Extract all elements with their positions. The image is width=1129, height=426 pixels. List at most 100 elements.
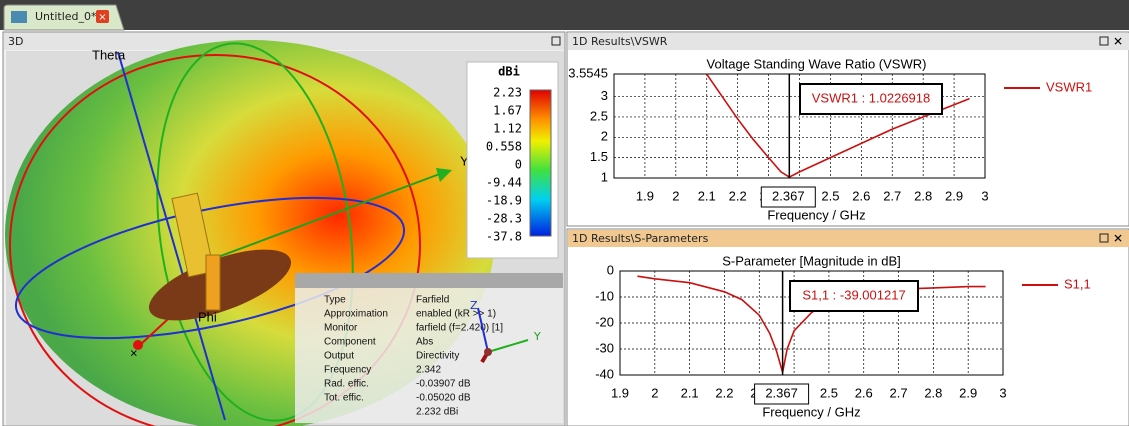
axis-label: Phi (198, 309, 217, 324)
info-key: Tot. effic. (324, 393, 364, 404)
tab-close[interactable] (96, 10, 109, 23)
panel-title: 1D Results\S-Parameters (572, 232, 709, 245)
triad-label: Y (533, 330, 541, 343)
x-tick-label: 2.1 (698, 188, 716, 203)
maximize[interactable] (1099, 233, 1109, 243)
panel-title-bar (4, 33, 564, 50)
info-value: 2.232 dBi (416, 407, 458, 418)
y-tick-label: 0 (607, 262, 614, 277)
x-tick-label: 2.9 (945, 188, 963, 203)
y-tick-label: 3.5545 (568, 65, 608, 80)
x-tick-label: 2.8 (924, 385, 942, 400)
info-value: farfield (f=2.420) [1] (416, 323, 503, 334)
circle (9, 54, 421, 426)
info-key: Frequency (324, 365, 371, 376)
marker-x-box (754, 383, 810, 405)
info-value: -0.03907 dB (416, 379, 471, 390)
triad-label: Z (470, 299, 478, 312)
info-panel (295, 273, 563, 423)
colorbar-ticks: 2.23 1.67 1.12 0.558 0 -9.44 -18.9 -28.3 -37.8 (486, 86, 522, 244)
legend-label: VSWR1 (1046, 79, 1092, 94)
marker-label: S1,1 : -39.001217 (802, 287, 905, 302)
marker-label: VSWR1 : 1.0226918 (812, 90, 931, 105)
series-line (706, 73, 970, 178)
colorbar-label: -28.3 (486, 212, 522, 226)
info-value: enabled (kR >> 1) (416, 309, 496, 320)
tab-bar (0, 0, 1129, 30)
panel-title: 3D (8, 35, 23, 48)
marker-box (789, 280, 919, 312)
close-glyph: × (98, 12, 106, 23)
y-tick-label: -20 (595, 314, 614, 329)
info-value: Farfield (416, 295, 449, 306)
y-tick-label: -10 (595, 288, 614, 303)
colorbar-label: 0 (515, 158, 522, 172)
x-axis-label: Frequency / GHz (762, 404, 860, 419)
colorbar-label: -18.9 (486, 194, 522, 208)
info-value: 2.342 (416, 365, 441, 376)
info-header (295, 273, 563, 288)
triad-y (487, 339, 529, 353)
tab-title: Untitled_0* (35, 10, 97, 23)
info-key: Approximation (324, 309, 388, 320)
x-tick-label: 2 (672, 188, 679, 203)
info-value: -0.05020 dB (416, 393, 471, 404)
info-key: Rad. effic. (324, 379, 369, 390)
x-tick-label: 2.2 (715, 385, 733, 400)
x-tick-label: 3 (981, 188, 988, 203)
y-tick-label: 2.5 (590, 108, 608, 123)
triad-origin (484, 348, 492, 356)
x-tick-label: 3 (999, 385, 1006, 400)
colorbar-label: 0.558 (486, 140, 522, 154)
axis-label: × (130, 345, 138, 360)
x-tick-label: 2.1 (681, 385, 699, 400)
info-key: Type (324, 295, 346, 306)
y-tick-label: 3 (601, 88, 608, 103)
y-tick-label: 1 (601, 169, 608, 184)
feed (205, 254, 221, 311)
arrow (133, 340, 143, 350)
info-key: Component (324, 337, 376, 348)
y-tick-label: -40 (595, 366, 614, 381)
x-tick-label: 1.9 (611, 385, 629, 400)
panel-title: 1D Results\VSWR (572, 35, 668, 48)
y-tick-label: 2 (601, 129, 608, 144)
close[interactable]: ✕ (1113, 35, 1123, 49)
x-tick-label: 2 (651, 385, 658, 400)
tab[interactable] (3, 4, 125, 31)
info-key: Monitor (324, 323, 358, 334)
x-tick-label: 2.2 (729, 188, 747, 203)
colorbar-label: -9.44 (486, 176, 522, 190)
maximize[interactable] (551, 36, 561, 46)
panel-title-bar (568, 230, 1129, 247)
info-rows: Type Approximation Monitor Component Output F… (324, 295, 503, 418)
marker-x-label: 2.367 (765, 385, 798, 400)
x-tick-label: 2.9 (959, 385, 977, 400)
colorbar-label: 1.67 (493, 104, 522, 118)
close[interactable]: ✕ (1113, 232, 1123, 246)
colorbar-label: -37.8 (486, 230, 522, 244)
panel-title-bar (568, 33, 1129, 50)
marker-x-label: 2.367 (772, 188, 805, 203)
marker-x-box (760, 186, 816, 208)
maximize[interactable] (1099, 36, 1109, 46)
colorbar-label: 1.12 (493, 122, 522, 136)
info-value: Abs (416, 337, 433, 348)
colorbar (529, 89, 552, 237)
chart-title: S-Parameter [Magnitude in dB] (722, 253, 900, 268)
x-tick-label: 2.7 (890, 385, 908, 400)
triad-z (477, 307, 489, 353)
x-tick-label: 2.5 (821, 188, 839, 203)
x-tick-label: 2.6 (852, 188, 870, 203)
tab-icon (11, 11, 27, 23)
colorbar-title: dBi (498, 65, 520, 79)
info-value: Directivity (416, 351, 459, 362)
marker-box (799, 83, 943, 115)
chart-title: Voltage Standing Wave Ratio (VSWR) (707, 56, 927, 71)
x-tick-label: 2.8 (914, 188, 932, 203)
circle (156, 42, 354, 422)
y-tick-label: -30 (595, 340, 614, 355)
info-key: Output (324, 351, 354, 362)
x-tick-label: 1.9 (636, 188, 654, 203)
